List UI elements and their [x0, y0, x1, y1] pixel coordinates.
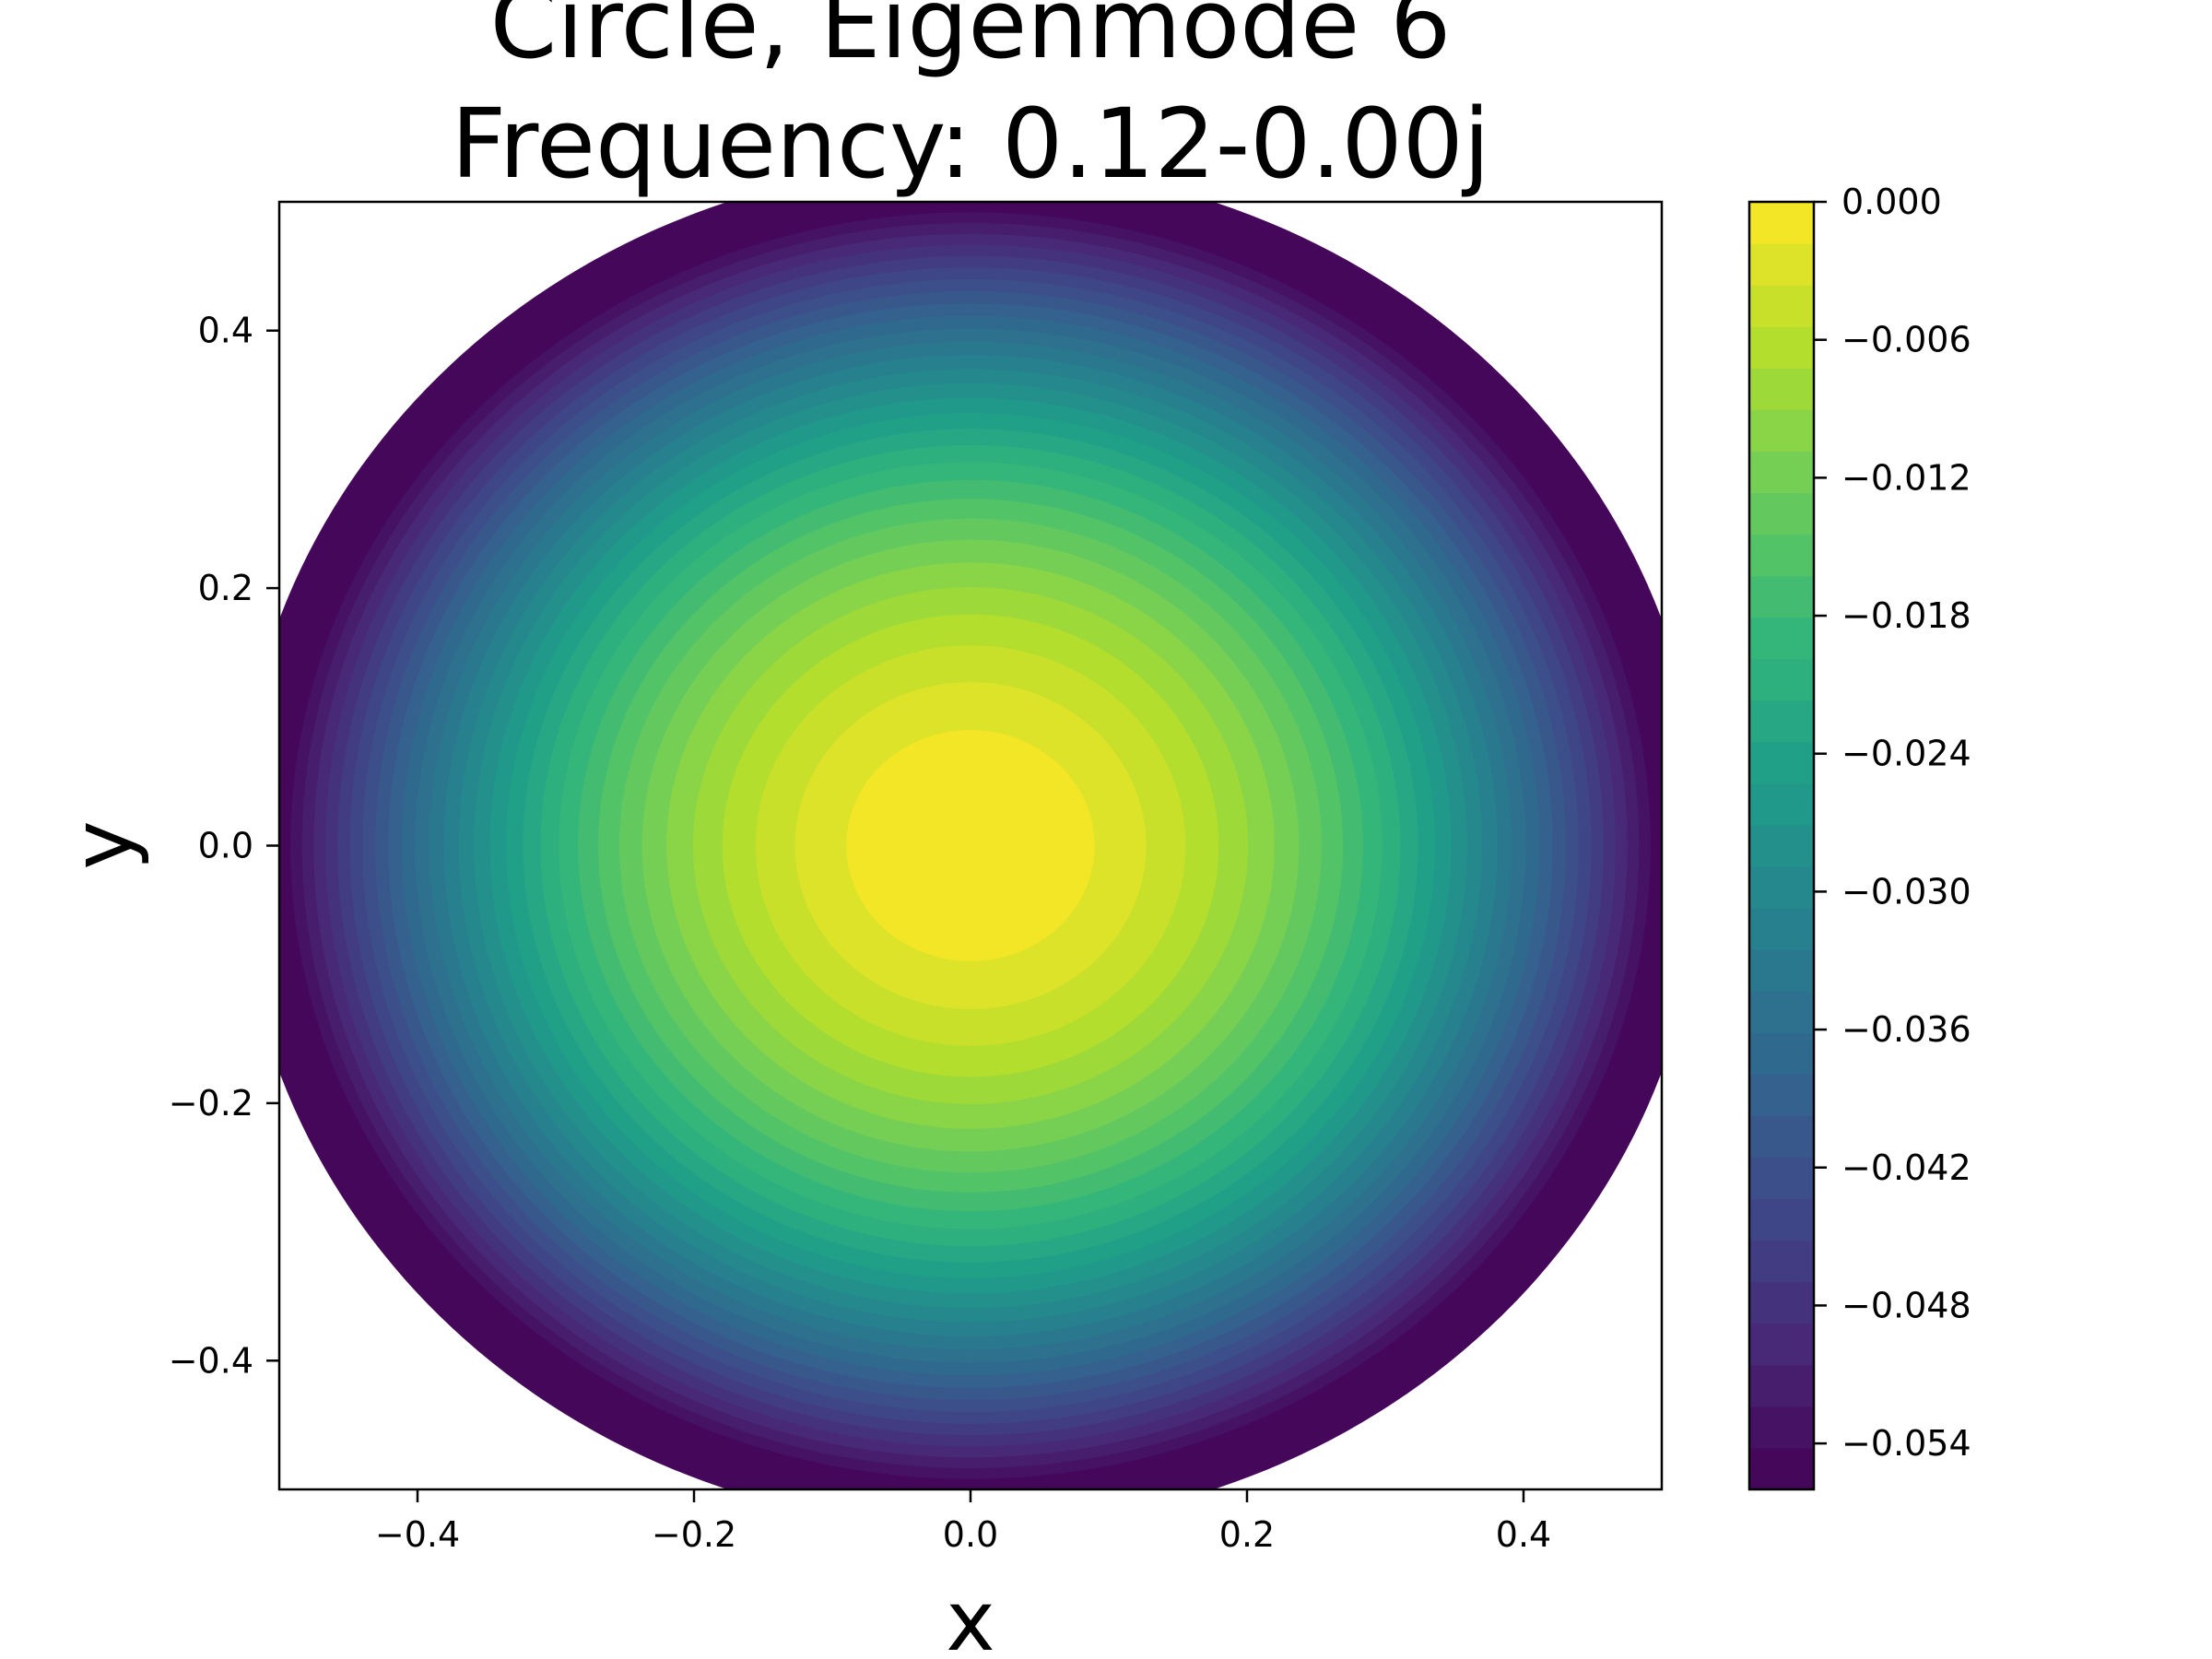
colorbar-band — [1749, 908, 1814, 950]
x-tick-label: 0.4 — [1496, 1514, 1551, 1555]
x-tick-label: 0.0 — [943, 1514, 998, 1555]
colorbar-band — [1749, 866, 1814, 909]
x-axis-label: x — [946, 1573, 994, 1659]
colorbar-tick-label: −0.006 — [1841, 320, 1971, 360]
contour-band — [846, 730, 1095, 961]
colorbar-band — [1749, 1157, 1814, 1200]
y-axis-label: y — [54, 820, 151, 869]
x-tick-label: −0.4 — [375, 1514, 460, 1555]
x-axis: −0.4 −0.2 0.0 0.2 0.4 — [375, 1489, 1551, 1555]
plot-area — [279, 202, 1662, 1489]
colorbar-tick-label: 0.000 — [1841, 182, 1942, 222]
contour-rings — [279, 202, 1662, 1489]
colorbar-band — [1749, 1198, 1814, 1241]
colorbar-band — [1749, 1281, 1814, 1324]
colorbar-band — [1749, 451, 1814, 494]
colorbar-ticks: 0.000 −0.006 −0.012 −0.018 −0.024 −0.030 −0.03… — [1814, 182, 1971, 1464]
colorbar-band — [1749, 409, 1814, 452]
colorbar-frame — [1747, 200, 1816, 1491]
y-tick-label: 0.2 — [198, 568, 253, 608]
colorbar-bands — [1749, 202, 1814, 1490]
colorbar: 0.000 −0.006 −0.012 −0.018 −0.024 −0.030 −0.03… — [1747, 182, 1971, 1491]
colorbar-band — [1749, 949, 1814, 992]
colorbar-band — [1749, 368, 1814, 410]
colorbar-band — [1749, 285, 1814, 327]
colorbar-tick-label: −0.054 — [1841, 1423, 1971, 1464]
y-axis: −0.4 −0.2 0.0 0.2 0.4 — [169, 311, 279, 1381]
colorbar-band — [1749, 575, 1814, 618]
colorbar-tick-label: −0.024 — [1841, 734, 1971, 774]
colorbar-band — [1749, 617, 1814, 660]
colorbar-band — [1749, 824, 1814, 867]
colorbar-band — [1749, 243, 1814, 286]
x-tick-label: −0.2 — [652, 1514, 736, 1555]
colorbar-band — [1749, 534, 1814, 577]
colorbar-band — [1749, 492, 1814, 535]
chart-title: Circle, Eigenmode 6 Frequency: 0.12-0.00… — [451, 0, 1489, 200]
colorbar-band — [1749, 741, 1814, 784]
chart-title-line-2: Frequency: 0.12-0.00j — [451, 88, 1489, 200]
colorbar-band — [1749, 1323, 1814, 1366]
y-tick-label: −0.4 — [169, 1340, 253, 1381]
colorbar-band — [1749, 1447, 1814, 1490]
chart-title-line-1: Circle, Eigenmode 6 — [490, 0, 1452, 80]
y-tick-label: 0.4 — [198, 311, 253, 351]
colorbar-band — [1749, 1406, 1814, 1449]
colorbar-band — [1749, 1032, 1814, 1075]
colorbar-tick-label: −0.012 — [1841, 457, 1971, 498]
y-tick-label: −0.2 — [169, 1083, 253, 1124]
colorbar-band — [1749, 1240, 1814, 1283]
colorbar-tick-label: −0.036 — [1841, 1009, 1971, 1050]
colorbar-band — [1749, 1115, 1814, 1159]
colorbar-band — [1749, 991, 1814, 1033]
colorbar-tick-label: −0.030 — [1841, 871, 1971, 912]
colorbar-band — [1749, 700, 1814, 743]
colorbar-band — [1749, 658, 1814, 701]
colorbar-band — [1749, 782, 1814, 826]
colorbar-band — [1749, 326, 1814, 369]
colorbar-band — [1749, 1364, 1814, 1407]
y-tick-label: 0.0 — [198, 826, 253, 866]
colorbar-tick-label: −0.042 — [1841, 1147, 1971, 1188]
colorbar-band — [1749, 1074, 1814, 1117]
colorbar-tick-label: −0.018 — [1841, 595, 1971, 636]
colorbar-tick-label: −0.048 — [1841, 1285, 1971, 1325]
x-tick-label: 0.2 — [1219, 1514, 1275, 1555]
colorbar-band — [1749, 202, 1814, 244]
